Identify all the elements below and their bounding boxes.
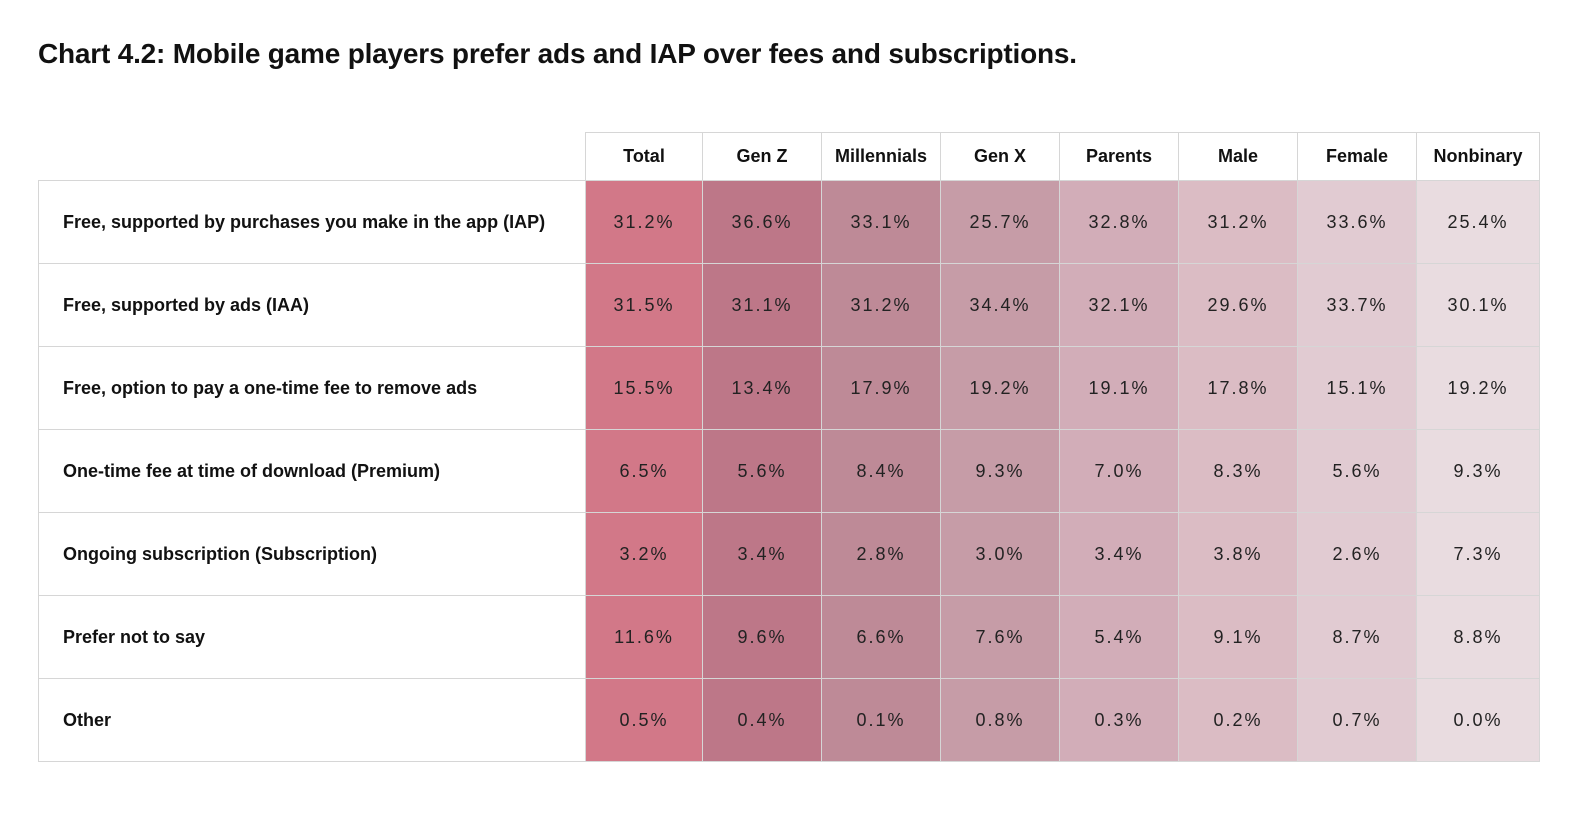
data-cell: 5.6% [702,429,822,513]
data-cell: 19.2% [940,346,1060,430]
column-header-gen-z: Gen Z [702,132,822,181]
row-label: Free, supported by purchases you make in… [38,180,586,264]
row-label: Ongoing subscription (Subscription) [38,512,586,596]
table-row: Free, supported by purchases you make in… [38,180,1540,264]
data-cell: 7.3% [1416,512,1540,596]
table-row: Free, option to pay a one-time fee to re… [38,346,1540,430]
data-cell: 8.8% [1416,595,1540,679]
data-cell: 17.8% [1178,346,1298,430]
data-cell: 11.6% [585,595,703,679]
table-row: Prefer not to say 11.6% 9.6% 6.6% 7.6% 5.4% 9.… [38,595,1540,679]
data-cell: 33.6% [1297,180,1417,264]
data-cell: 0.4% [702,678,822,762]
table-row: One-time fee at time of download (Premiu… [38,429,1540,513]
chart-title: Chart 4.2: Mobile game players prefer ad… [38,38,1077,69]
data-cell: 6.6% [821,595,941,679]
table-row: Ongoing subscription (Subscription) 3.2% 3… [38,512,1540,596]
data-cell: 2.6% [1297,512,1417,596]
data-cell: 31.5% [585,263,703,347]
data-cell: 19.2% [1416,346,1540,430]
data-cell: 9.1% [1178,595,1298,679]
row-label: Free, supported by ads (IAA) [38,263,586,347]
table-body: Free, supported by purchases you make in… [38,180,1540,762]
data-cell: 15.1% [1297,346,1417,430]
table-row: Free, supported by ads (IAA) 31.5% 31.1% 31… [38,263,1540,347]
column-header-millennials: Millennials [821,132,941,181]
data-cell: 32.8% [1059,180,1179,264]
data-cell: 6.5% [585,429,703,513]
data-cell: 19.1% [1059,346,1179,430]
data-cell: 5.6% [1297,429,1417,513]
data-cell: 31.2% [1178,180,1298,264]
column-header-male: Male [1178,132,1298,181]
data-cell: 33.1% [821,180,941,264]
data-cell: 32.1% [1059,263,1179,347]
data-cell: 34.4% [940,263,1060,347]
data-cell: 0.8% [940,678,1060,762]
data-cell: 9.3% [1416,429,1540,513]
data-cell: 17.9% [821,346,941,430]
data-cell: 3.2% [585,512,703,596]
header-row: Total Gen Z Millennials Gen X Parents Ma… [39,132,1540,181]
data-cell: 7.0% [1059,429,1179,513]
data-cell: 7.6% [940,595,1060,679]
data-cell: 0.3% [1059,678,1179,762]
row-label: One-time fee at time of download (Premiu… [38,429,586,513]
data-cell: 8.7% [1297,595,1417,679]
row-label: Other [38,678,586,762]
data-cell: 29.6% [1178,263,1298,347]
column-header-gen-x: Gen X [940,132,1060,181]
data-cell: 33.7% [1297,263,1417,347]
data-cell: 0.5% [585,678,703,762]
data-cell: 9.6% [702,595,822,679]
column-header-total: Total [585,132,703,181]
data-cell: 30.1% [1416,263,1540,347]
column-header-female: Female [1297,132,1417,181]
data-cell: 15.5% [585,346,703,430]
data-cell: 31.2% [821,263,941,347]
data-cell: 3.0% [940,512,1060,596]
data-cell: 3.8% [1178,512,1298,596]
data-cell: 0.1% [821,678,941,762]
data-cell: 9.3% [940,429,1060,513]
data-cell: 3.4% [702,512,822,596]
data-cell: 0.0% [1416,678,1540,762]
data-cell: 36.6% [702,180,822,264]
header-corner [39,133,586,181]
heatmap-table: Total Gen Z Millennials Gen X Parents Ma… [38,132,1540,762]
data-cell: 25.7% [940,180,1060,264]
column-header-nonbinary: Nonbinary [1416,132,1540,181]
row-label: Free, option to pay a one-time fee to re… [38,346,586,430]
data-cell: 25.4% [1416,180,1540,264]
data-cell: 2.8% [821,512,941,596]
data-cell: 8.3% [1178,429,1298,513]
data-cell: 31.2% [585,180,703,264]
row-label: Prefer not to say [38,595,586,679]
data-cell: 3.4% [1059,512,1179,596]
data-cell: 0.7% [1297,678,1417,762]
data-cell: 13.4% [702,346,822,430]
data-cell: 5.4% [1059,595,1179,679]
column-header-parents: Parents [1059,132,1179,181]
table-row: Other 0.5% 0.4% 0.1% 0.8% 0.3% 0.2% 0.7% 0.0% [38,678,1540,762]
data-cell: 31.1% [702,263,822,347]
data-cell: 8.4% [821,429,941,513]
data-cell: 0.2% [1178,678,1298,762]
